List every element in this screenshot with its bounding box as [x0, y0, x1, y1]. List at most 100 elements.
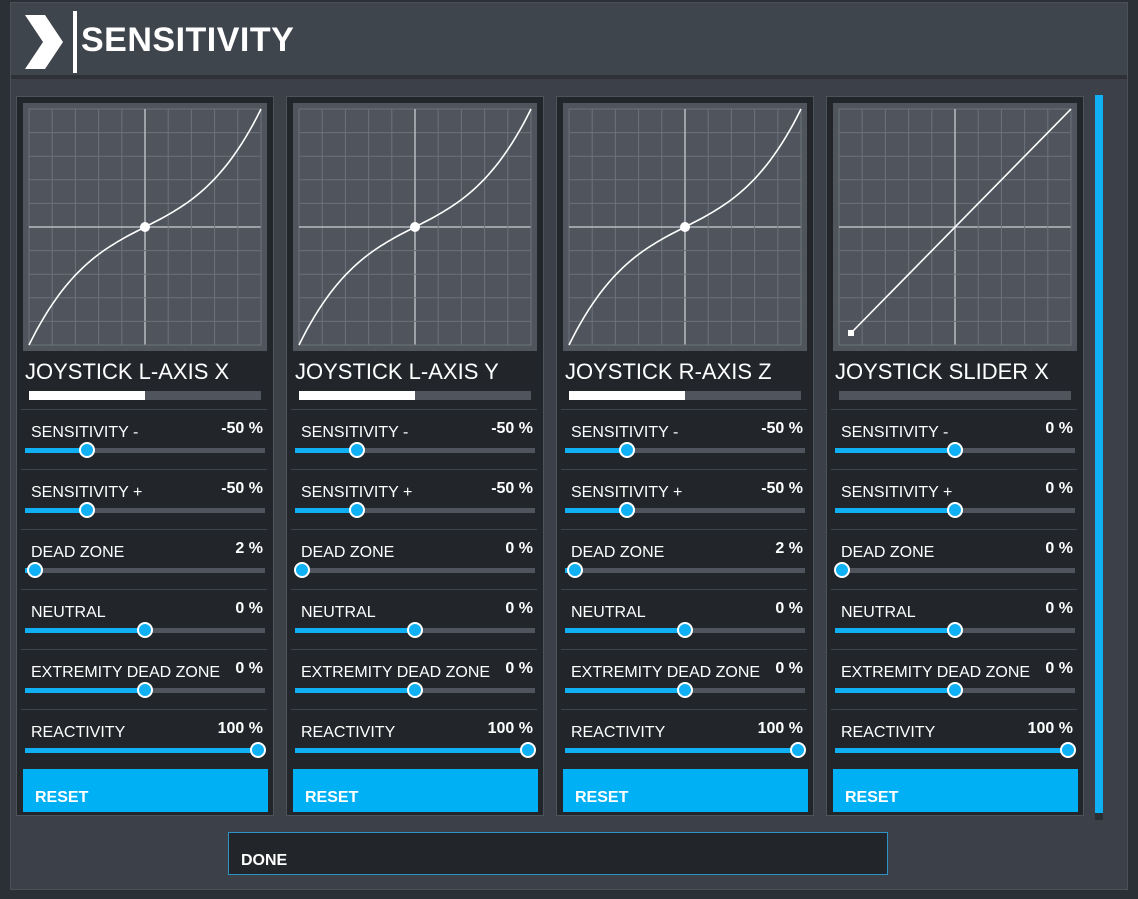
setting-row: REACTIVITY 100 % — [561, 709, 807, 767]
response-curve-graph — [833, 103, 1077, 351]
slider-knob[interactable] — [407, 622, 423, 638]
setting-slider[interactable] — [25, 442, 265, 458]
setting-value: 0 % — [235, 600, 263, 617]
slider-fill — [565, 688, 685, 693]
setting-row: SENSITIVITY + -50 % — [291, 469, 537, 527]
axis-input-bar-fill — [299, 391, 415, 400]
neutral-point — [140, 222, 150, 232]
setting-slider[interactable] — [25, 562, 265, 578]
setting-value: -50 % — [221, 420, 263, 437]
slider-knob[interactable] — [619, 502, 636, 518]
slider-knob[interactable] — [1059, 742, 1076, 758]
slider-fill — [835, 508, 955, 513]
setting-slider[interactable] — [835, 622, 1075, 638]
slider-knob[interactable] — [947, 622, 963, 638]
slider-knob[interactable] — [137, 682, 153, 698]
axis-input-bar — [839, 391, 1071, 400]
slider-knob[interactable] — [79, 442, 96, 458]
setting-row: NEUTRAL 0 % — [291, 589, 537, 647]
slider-knob[interactable] — [566, 562, 583, 578]
neutral-point — [410, 222, 420, 232]
slider-fill — [295, 448, 358, 453]
slider-knob[interactable] — [349, 442, 366, 458]
setting-slider[interactable] — [565, 682, 805, 698]
setting-row: SENSITIVITY - -50 % — [561, 409, 807, 467]
setting-slider[interactable] — [565, 562, 805, 578]
setting-value: -50 % — [761, 420, 803, 437]
slider-knob[interactable] — [677, 682, 693, 698]
setting-row: EXTREMITY DEAD ZONE 0 % — [561, 649, 807, 707]
setting-label: EXTREMITY DEAD ZONE — [301, 664, 491, 681]
setting-label: SENSITIVITY + — [301, 484, 413, 501]
axis-name: JOYSTICK SLIDER X — [835, 359, 1049, 384]
setting-value: -50 % — [491, 480, 533, 497]
slider-knob[interactable] — [947, 682, 963, 698]
slider-knob[interactable] — [789, 742, 806, 758]
setting-label: EXTREMITY DEAD ZONE — [31, 664, 221, 681]
slider-knob[interactable] — [519, 742, 536, 758]
setting-label: NEUTRAL — [841, 604, 916, 621]
scrollbar[interactable] — [1095, 95, 1103, 820]
chevron-right-icon — [25, 11, 77, 73]
setting-row: SENSITIVITY + 0 % — [831, 469, 1077, 527]
setting-slider[interactable] — [25, 502, 265, 518]
input-point — [848, 330, 854, 336]
done-button[interactable]: DONE — [228, 832, 888, 875]
slider-knob[interactable] — [349, 502, 366, 518]
setting-slider[interactable] — [565, 742, 806, 758]
slider-knob[interactable] — [947, 442, 963, 458]
slider-knob[interactable] — [26, 562, 43, 578]
setting-slider[interactable] — [835, 442, 1075, 458]
setting-slider[interactable] — [295, 502, 535, 518]
setting-label: EXTREMITY DEAD ZONE — [571, 664, 761, 681]
setting-label: REACTIVITY — [31, 724, 126, 741]
setting-slider[interactable] — [25, 742, 266, 758]
setting-slider[interactable] — [835, 742, 1076, 758]
setting-row: DEAD ZONE 0 % — [831, 529, 1077, 587]
setting-slider[interactable] — [295, 622, 535, 638]
setting-value: 0 % — [1045, 420, 1073, 437]
scroll-thumb[interactable] — [1095, 95, 1103, 813]
setting-slider[interactable] — [295, 442, 535, 458]
reset-button[interactable]: RESET — [563, 769, 808, 812]
setting-label: SENSITIVITY - — [31, 424, 139, 441]
setting-label: REACTIVITY — [841, 724, 936, 741]
slider-knob[interactable] — [407, 682, 423, 698]
setting-label: SENSITIVITY - — [571, 424, 679, 441]
setting-value: 2 % — [235, 540, 263, 557]
setting-label: REACTIVITY — [571, 724, 666, 741]
slider-knob[interactable] — [79, 502, 96, 518]
setting-slider[interactable] — [25, 682, 265, 698]
slider-fill — [835, 748, 1068, 753]
setting-row: REACTIVITY 100 % — [21, 709, 267, 767]
slider-knob[interactable] — [249, 742, 266, 758]
axis-name: JOYSTICK L-AXIS Y — [295, 359, 499, 384]
setting-row: REACTIVITY 100 % — [831, 709, 1077, 767]
setting-slider[interactable] — [25, 622, 265, 638]
setting-slider[interactable] — [835, 502, 1075, 518]
slider-knob[interactable] — [834, 562, 851, 578]
setting-value: 0 % — [505, 540, 533, 557]
slider-knob[interactable] — [619, 442, 636, 458]
setting-slider[interactable] — [295, 742, 536, 758]
setting-slider[interactable] — [294, 562, 535, 578]
setting-label: SENSITIVITY + — [841, 484, 953, 501]
setting-label: DEAD ZONE — [841, 544, 935, 561]
slider-knob[interactable] — [137, 622, 153, 638]
setting-slider[interactable] — [565, 502, 805, 518]
slider-knob[interactable] — [294, 562, 311, 578]
reset-button[interactable]: RESET — [23, 769, 268, 812]
setting-slider[interactable] — [295, 682, 535, 698]
setting-slider[interactable] — [565, 442, 805, 458]
reset-button[interactable]: RESET — [293, 769, 538, 812]
setting-row: EXTREMITY DEAD ZONE 0 % — [21, 649, 267, 707]
setting-slider[interactable] — [565, 622, 805, 638]
slider-knob[interactable] — [677, 622, 693, 638]
setting-row: NEUTRAL 0 % — [561, 589, 807, 647]
setting-slider[interactable] — [834, 562, 1075, 578]
reset-button[interactable]: RESET — [833, 769, 1078, 812]
setting-slider[interactable] — [835, 682, 1075, 698]
slider-knob[interactable] — [947, 502, 963, 518]
slider-fill — [565, 508, 628, 513]
axis-panel: JOYSTICK R-AXIS Z SENSITIVITY - -50 % SENSI… — [556, 96, 814, 816]
